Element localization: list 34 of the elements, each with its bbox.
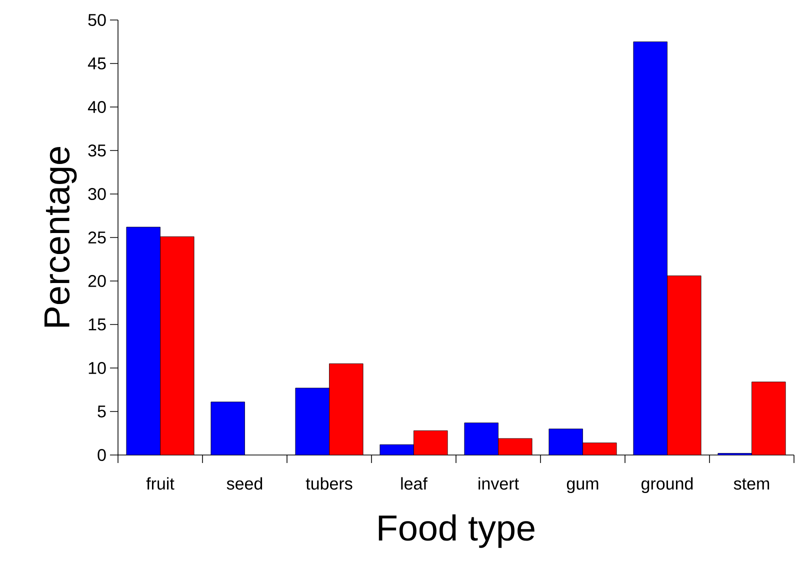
x-tick-label: leaf <box>401 477 428 490</box>
x-tick-label: gum <box>566 480 598 494</box>
y-tick-label: 0 <box>98 448 106 462</box>
y-tick-label: 15 <box>88 318 106 330</box>
bar <box>498 438 532 455</box>
y-tick-label: 35 <box>88 144 106 157</box>
bar <box>752 382 786 455</box>
bar <box>414 430 448 455</box>
bar <box>160 236 194 455</box>
x-tick-label: stem <box>734 478 770 490</box>
bar <box>464 422 498 455</box>
bar <box>210 402 245 455</box>
y-tick-label: 50 <box>88 14 106 26</box>
y-axis-title: Percentage <box>44 147 77 327</box>
y-tick-label: 10 <box>88 362 106 374</box>
bar <box>126 226 160 455</box>
y-tick-label: 5 <box>98 406 106 418</box>
y-tick-label: 25 <box>88 231 106 244</box>
bar <box>329 363 364 455</box>
y-tick-label: 40 <box>88 100 106 114</box>
bar <box>295 388 330 455</box>
y-tick-label: 30 <box>88 188 106 200</box>
x-tick-label: invert <box>478 477 519 490</box>
x-tick-label: tubers <box>306 477 352 490</box>
x-tick-label: fruit <box>146 477 174 490</box>
x-tick-label: seed <box>226 477 262 490</box>
x-tick-label: ground <box>642 477 693 494</box>
bar <box>582 442 617 455</box>
x-axis-title: Food type <box>378 514 534 548</box>
bar <box>667 276 702 455</box>
y-tick-label: 45 <box>88 58 106 70</box>
y-tick-label: 20 <box>88 274 106 288</box>
bar <box>633 42 668 455</box>
bar <box>548 428 583 455</box>
